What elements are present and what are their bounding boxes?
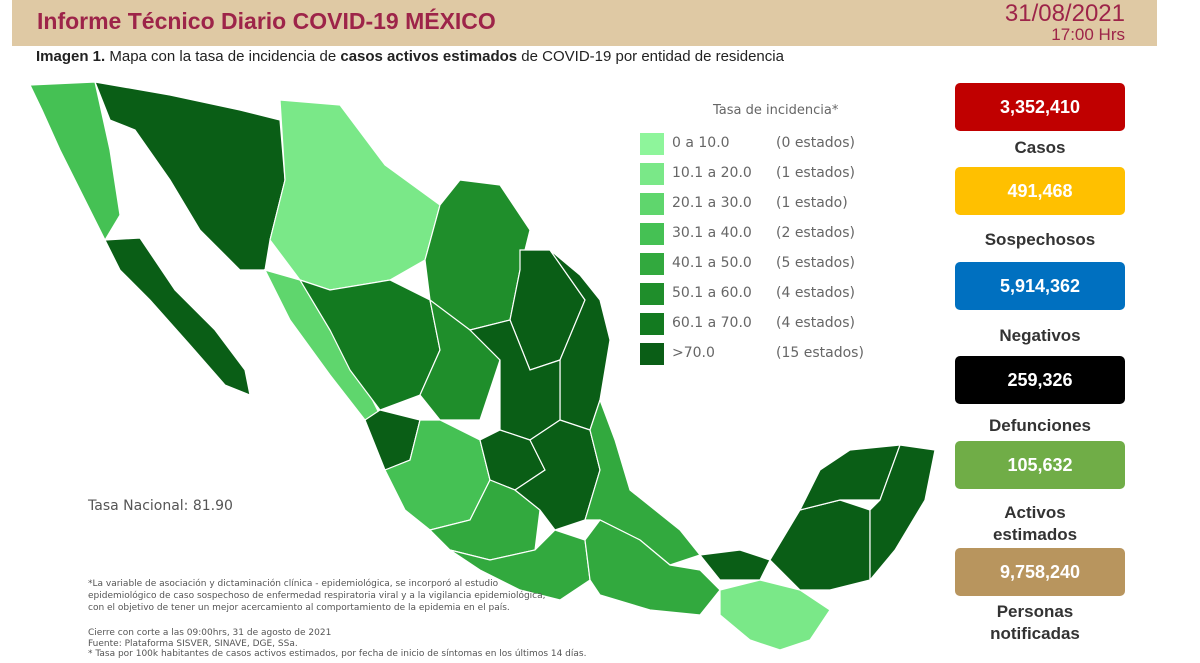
- legend-swatch: [640, 223, 664, 245]
- legend-count: (5 estados): [776, 255, 856, 271]
- note-line: epidemiológico de caso sospechoso de enf…: [88, 591, 546, 601]
- caption-bold: casos activos estimados: [340, 48, 518, 65]
- legend-count: (4 estados): [776, 315, 856, 331]
- stat-label: Negativos: [999, 326, 1081, 345]
- legend-count: (15 estados): [776, 345, 864, 361]
- note-line: con el objetivo de tener un mejor acerca…: [88, 603, 510, 613]
- caption-text-end: de COVID-19 por entidad de residencia: [517, 48, 784, 65]
- report-time: 17:00 Hrs: [1051, 25, 1125, 44]
- legend-swatch: [640, 343, 664, 365]
- legend-swatch: [640, 133, 664, 155]
- caption-text: Mapa con la tasa de incidencia de: [105, 48, 341, 65]
- legend-range: 40.1 a 50.0: [672, 255, 752, 271]
- legend-count: (4 estados): [776, 285, 856, 301]
- caption-prefix: Imagen 1.: [36, 48, 106, 65]
- legend-title: Tasa de incidencia*: [713, 103, 839, 118]
- legend-range: 0 a 10.0: [672, 135, 730, 151]
- report-header: Informe Técnico Diario COVID-19 MÉXICO 3…: [12, 0, 1157, 46]
- legend-swatch: [640, 313, 664, 335]
- source-line: * Tasa por 100k habitantes de casos acti…: [88, 649, 587, 659]
- stat-value-box: 491,468: [955, 167, 1125, 215]
- note-line: *La variable de asociación y dictaminaci…: [88, 579, 499, 589]
- stat-value-box: 259,326: [955, 356, 1125, 404]
- report-title: Informe Técnico Diario COVID-19 MÉXICO: [37, 8, 496, 34]
- stat-value-box: 105,632: [955, 441, 1125, 489]
- stat-label: Sospechosos: [984, 230, 1096, 249]
- stat-label: Activos estimados: [992, 503, 1078, 544]
- footnote-notes: *La variable de asociación y dictaminaci…: [88, 578, 546, 614]
- stat-label: Personas notificadas: [990, 602, 1080, 643]
- state-baja-california-sur: [104, 237, 251, 396]
- legend-count: (2 estados): [776, 225, 856, 241]
- legend-range: 30.1 a 40.0: [672, 225, 752, 241]
- legend-count: (1 estados): [776, 165, 856, 181]
- state-quintana-roo: [869, 444, 936, 582]
- legend-range: 50.1 a 60.0: [672, 285, 752, 301]
- legend-range: 20.1 a 30.0: [672, 195, 752, 211]
- legend-range: 10.1 a 20.0: [672, 165, 752, 181]
- source-line: Fuente: Plataforma SISVER, SINAVE, DGE, …: [88, 638, 298, 649]
- stat-label: Defunciones: [988, 416, 1092, 435]
- legend-range: >70.0: [672, 345, 715, 361]
- state-mexico-cdmx: [513, 419, 601, 531]
- legend-count: (1 estado): [776, 195, 848, 211]
- state-chiapas: [719, 579, 831, 651]
- stat-label: Casos: [1014, 138, 1066, 157]
- legend-count: (0 estados): [776, 135, 856, 151]
- state-chihuahua: [269, 99, 441, 291]
- legend-swatch: [640, 193, 664, 215]
- stat-value-box: 9,758,240: [955, 548, 1125, 596]
- report-date: 31/08/2021: [1004, 0, 1125, 27]
- legend-swatch: [640, 163, 664, 185]
- state-campeche: [769, 499, 871, 591]
- legend-range: 60.1 a 70.0: [672, 315, 752, 331]
- stat-value-box: 5,914,362: [955, 262, 1125, 310]
- source-line: Cierre con corte a las 09:00hrs, 31 de a…: [88, 628, 332, 638]
- image-caption: Imagen 1. Mapa con la tasa de incidencia…: [36, 48, 784, 65]
- mexico-incidence-map: [29, 81, 936, 651]
- legend-swatch: [640, 253, 664, 275]
- stat-value-box: 3,352,410: [955, 83, 1125, 131]
- state-veracruz: [584, 398, 702, 566]
- national-rate: Tasa Nacional: 81.90: [88, 498, 233, 514]
- state-tabasco: [698, 549, 771, 581]
- source-notes: Cierre con corte a las 09:00hrs, 31 de a…: [88, 628, 586, 660]
- legend-swatch: [640, 283, 664, 305]
